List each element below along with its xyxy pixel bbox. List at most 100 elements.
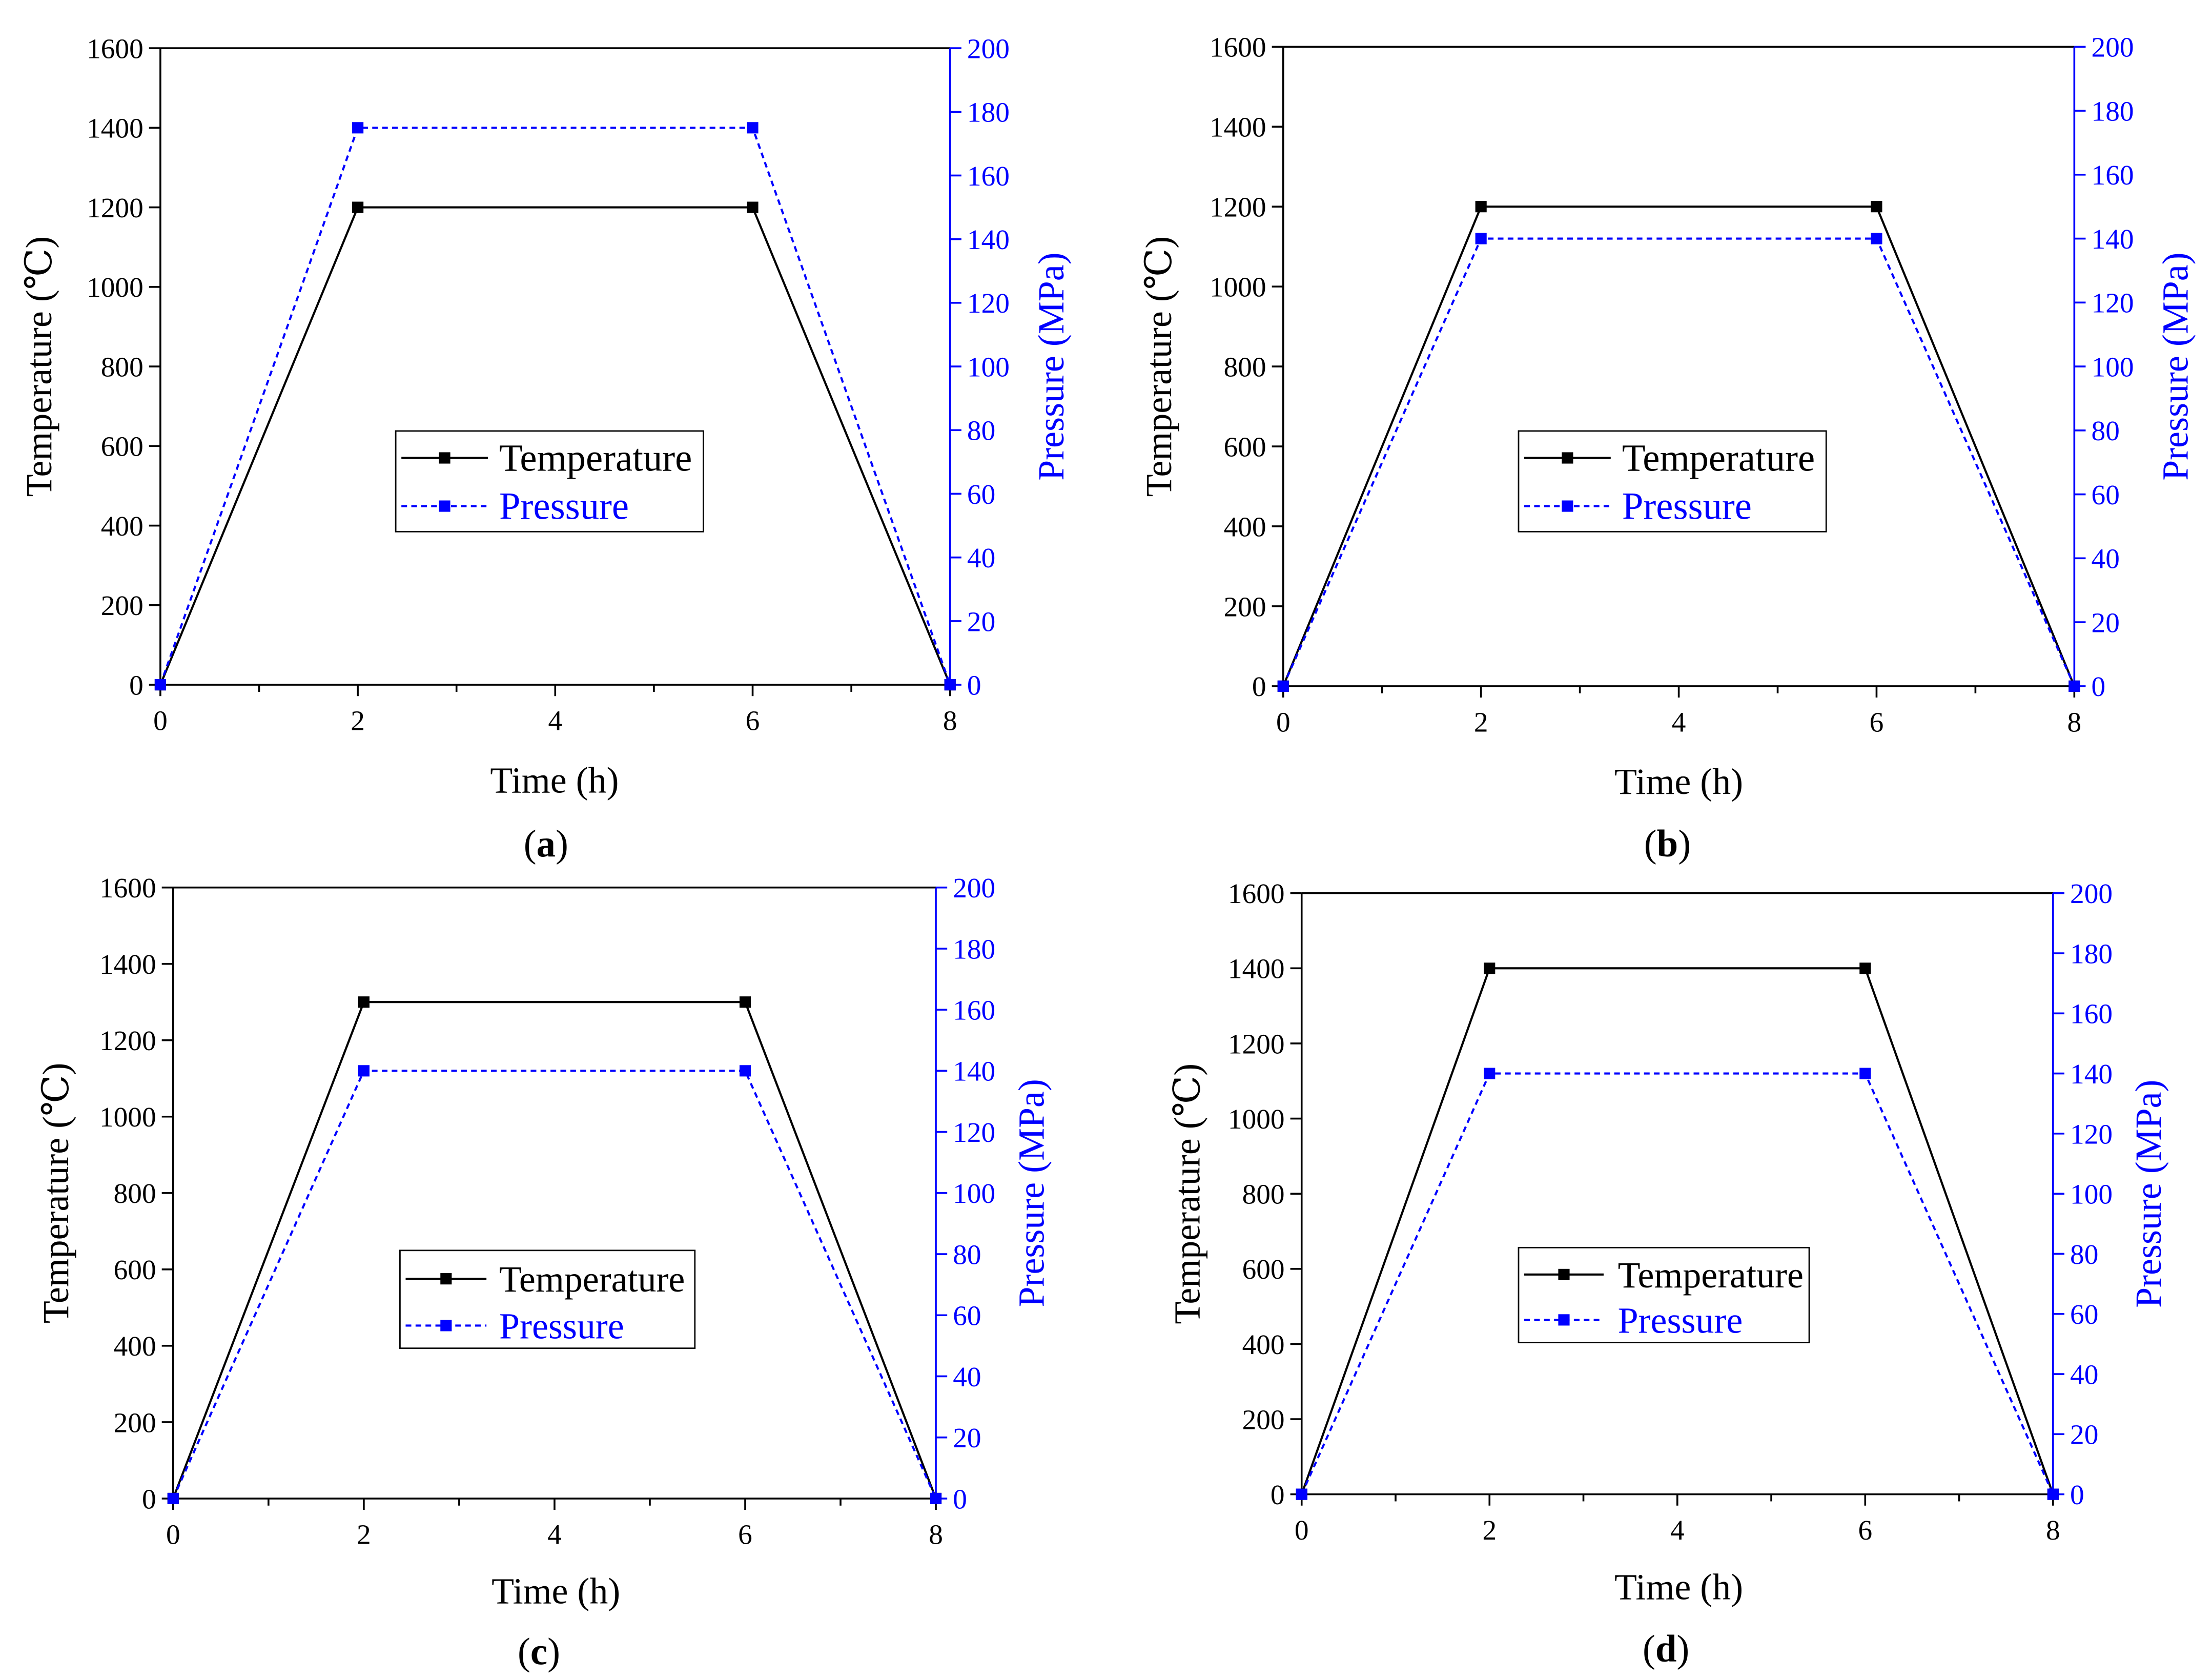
y2-tick-label: 120 <box>2070 1118 2113 1150</box>
y2-tick-label: 0 <box>2070 1479 2084 1510</box>
y-tick-label: 0 <box>142 1483 156 1514</box>
x-tick-label: 0 <box>153 705 168 736</box>
legend-pressure-marker <box>439 500 450 512</box>
y-tick-label: 800 <box>1224 351 1266 382</box>
y-tick-label: 1000 <box>1210 271 1266 302</box>
y2-tick-label: 100 <box>2092 351 2134 382</box>
legend-pressure-label: Pressure <box>499 485 629 527</box>
chart-panel-c: 0 2 4 6 802004006008001000120014001600020406… <box>35 872 1052 1673</box>
y-tick-label: 1400 <box>1210 112 1266 143</box>
y-axis-title: Temperature (℃) <box>35 1063 76 1324</box>
x-axis-title: Time (h) <box>1614 1566 1743 1607</box>
y2-axis-title: Pressure (MPa) <box>1011 1079 1052 1307</box>
y2-tick-label: 100 <box>2070 1179 2113 1210</box>
temperature-marker <box>1484 962 1496 974</box>
pressure-marker <box>944 679 956 691</box>
legend-temperature-label: Temperature <box>499 1259 685 1300</box>
panel-label-close: ) <box>1678 823 1691 865</box>
pressure-line <box>1300 1072 2054 1495</box>
y-tick-label: 1600 <box>87 33 144 64</box>
y2-axis-title: Pressure (MPa) <box>1031 252 1072 480</box>
chart-panel-b: 0 2 4 6 802004006008001000120014001600020406… <box>1138 32 2196 865</box>
panel-label-letter: c <box>530 1631 547 1673</box>
pressure-marker <box>358 1065 370 1077</box>
legend: Temperature Pressure <box>1518 430 1827 532</box>
pressure-marker <box>1859 1068 1871 1079</box>
pressure-marker <box>1871 233 1882 244</box>
y2-tick-label: 80 <box>2070 1239 2098 1270</box>
panel-label-letter: b <box>1657 823 1678 865</box>
y2-tick-label: 40 <box>967 542 995 573</box>
y2-tick-label: 180 <box>953 933 995 965</box>
y2-tick-label: 120 <box>2092 288 2134 319</box>
y-tick-label: 0 <box>1252 671 1266 702</box>
pressure-marker <box>352 122 364 134</box>
legend-temperature-marker <box>439 452 450 464</box>
y2-tick-label: 100 <box>967 351 1010 382</box>
legend-box <box>399 1249 696 1349</box>
y-tick-label: 1200 <box>99 1025 156 1056</box>
pressure-marker <box>167 1492 179 1504</box>
pressure-line <box>1282 237 2076 687</box>
y-tick-label: 1200 <box>1210 192 1266 223</box>
y2-tick-label: 140 <box>2070 1058 2113 1090</box>
panel-label-close: ) <box>1676 1628 1689 1670</box>
y2-tick-label: 120 <box>953 1117 995 1148</box>
legend-pressure-label: Pressure <box>1618 1300 1743 1341</box>
x-tick-label: 6 <box>1870 706 1884 737</box>
pressure-marker <box>1296 1488 1307 1500</box>
x-tick-label: 2 <box>1482 1514 1497 1546</box>
legend: Temperature Pressure <box>395 430 704 532</box>
pressure-line <box>159 127 951 685</box>
x-tick-label: 2 <box>1474 706 1488 737</box>
x-tick-label: 8 <box>2067 706 2082 737</box>
legend: Temperature Pressure <box>399 1249 696 1349</box>
temperature-marker <box>747 201 759 213</box>
y2-tick-label: 160 <box>953 994 995 1026</box>
panel-label-close: ) <box>556 823 568 865</box>
y-tick-label: 800 <box>1242 1179 1285 1210</box>
pressure-marker <box>739 1065 751 1077</box>
y2-tick-label: 180 <box>967 97 1010 128</box>
legend-pressure-label: Pressure <box>1622 485 1752 527</box>
legend-box <box>395 430 704 532</box>
x-tick-label: 8 <box>943 705 957 736</box>
y2-tick-label: 40 <box>953 1361 981 1392</box>
legend-pressure-label: Pressure <box>499 1305 624 1346</box>
temperature-line <box>172 1001 937 1499</box>
y2-tick-label: 160 <box>2092 159 2134 191</box>
y2-tick-label: 60 <box>967 479 995 510</box>
y2-axis-title: Pressure (MPa) <box>2155 252 2196 480</box>
y2-tick-label: 200 <box>2092 32 2134 63</box>
temperature-marker <box>1871 201 1882 213</box>
y2-tick-label: 100 <box>953 1178 995 1209</box>
y-tick-label: 1600 <box>99 872 156 904</box>
y-tick-label: 600 <box>1224 431 1266 462</box>
x-tick-label: 4 <box>547 1519 562 1550</box>
pressure-marker <box>1475 233 1487 244</box>
y2-tick-label: 0 <box>967 669 981 701</box>
y2-tick-label: 140 <box>967 224 1010 255</box>
y-tick-label: 200 <box>1224 591 1266 622</box>
y2-tick-label: 180 <box>2092 95 2134 127</box>
y2-tick-label: 200 <box>967 33 1010 64</box>
panel-label-open: ( <box>524 823 537 865</box>
y2-tick-label: 40 <box>2092 543 2120 575</box>
y-tick-label: 1400 <box>99 949 156 980</box>
y2-tick-label: 60 <box>953 1300 981 1331</box>
y-axis-title: Temperature (℃) <box>1167 1063 1208 1324</box>
panel-label-open: ( <box>1644 823 1657 865</box>
y-tick-label: 1400 <box>87 113 144 144</box>
y-tick-label: 400 <box>114 1330 156 1362</box>
y2-tick-label: 160 <box>967 160 1010 192</box>
pressure-marker <box>747 122 759 134</box>
x-tick-label: 8 <box>2046 1514 2060 1546</box>
temperature-marker <box>1475 201 1487 213</box>
y2-tick-label: 200 <box>953 872 995 904</box>
pressure-marker <box>2068 680 2080 692</box>
y2-tick-label: 120 <box>967 288 1010 319</box>
y-tick-label: 1600 <box>1228 878 1285 909</box>
legend-temperature-marker <box>1558 1268 1570 1280</box>
y-tick-label: 400 <box>1242 1329 1285 1360</box>
